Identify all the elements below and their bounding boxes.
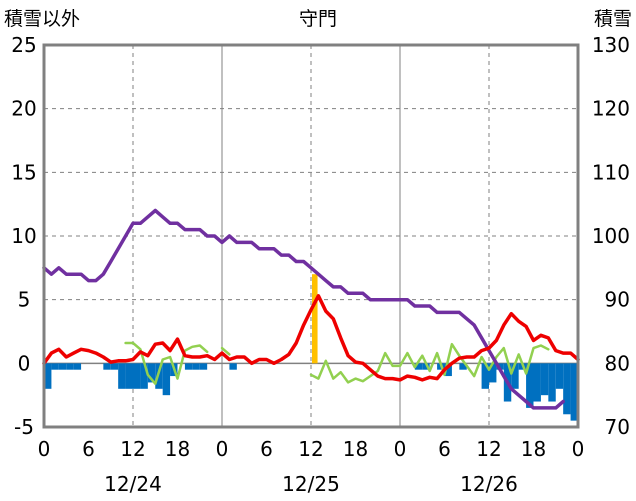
x-tick-label: 0 <box>394 437 407 461</box>
x-tick-label: 18 <box>343 437 368 461</box>
blue-bar <box>229 363 237 370</box>
blue-bar <box>414 363 423 370</box>
plot-frame <box>42 43 580 429</box>
blue-bar <box>548 363 556 402</box>
blue-bar <box>140 363 148 389</box>
x-tick-label: 6 <box>438 437 451 461</box>
blue-bar <box>110 363 119 370</box>
line-series <box>42 208 580 410</box>
date-label: 12/24 <box>104 472 162 496</box>
blue-bar <box>133 363 141 389</box>
x-tick-label: 12 <box>476 437 501 461</box>
left-tick-label: 0 <box>18 351 31 375</box>
right-tick-label: 130 <box>592 33 630 57</box>
blue-bar <box>58 363 67 370</box>
left-tick-label: 10 <box>11 224 36 248</box>
x-tick-label: 0 <box>572 437 585 461</box>
blue-bar <box>199 363 208 370</box>
green-line <box>124 341 209 385</box>
blue-bar <box>66 363 74 370</box>
x-tick-label: 12 <box>120 437 145 461</box>
blue-bar <box>103 363 111 370</box>
left-tick-label: 25 <box>11 33 36 57</box>
blue-bar <box>563 363 571 415</box>
purple-line <box>42 208 565 410</box>
chart-title: 守門 <box>299 8 337 30</box>
right-axis-title: 積雪 <box>594 8 632 30</box>
blue-bar <box>73 363 82 370</box>
right-tick-label: 90 <box>605 288 630 312</box>
blue-bar <box>422 363 430 370</box>
left-axis-title: 積雪以外 <box>4 8 80 30</box>
right-tick-label: 80 <box>605 351 630 375</box>
blue-bar <box>44 363 52 389</box>
blue-bar <box>51 363 59 370</box>
blue-bar <box>184 363 193 370</box>
left-tick-label: 15 <box>11 160 36 184</box>
blue-bar <box>489 363 497 383</box>
blue-bar <box>540 363 549 396</box>
right-y-ticks: 130 120 110 100 90 80 70 <box>592 33 630 439</box>
blue-bar <box>162 363 171 396</box>
blue-bar <box>533 363 541 402</box>
right-tick-label: 70 <box>605 415 630 439</box>
right-tick-label: 120 <box>592 97 630 121</box>
blue-bar <box>511 363 519 389</box>
x-tick-label: 6 <box>260 437 273 461</box>
grid-lines <box>44 45 578 427</box>
right-tick-label: 110 <box>592 160 630 184</box>
x-tick-label: 18 <box>165 437 190 461</box>
x-tick-label: 0 <box>216 437 229 461</box>
x-tick-label: 0 <box>38 437 51 461</box>
blue-bar <box>192 363 200 370</box>
blue-bar <box>555 363 564 389</box>
blue-bar <box>570 363 578 421</box>
blue-bar <box>459 363 467 370</box>
green-line <box>220 346 231 356</box>
blue-bar <box>481 363 489 389</box>
blue-bar <box>125 363 133 389</box>
blue-bar <box>526 363 534 408</box>
blue-bar <box>155 363 163 389</box>
right-tick-label: 100 <box>592 224 630 248</box>
green-line <box>309 342 550 384</box>
x-tick-label: 18 <box>521 437 546 461</box>
left-tick-label: -5 <box>14 415 34 439</box>
date-label: 12/26 <box>460 472 518 496</box>
left-tick-label: 20 <box>11 97 36 121</box>
orange-bar <box>312 274 318 364</box>
blue-bar <box>118 363 126 389</box>
left-y-ticks: 25 20 15 10 5 0 -5 <box>11 33 36 439</box>
x-ticks: 0 6 12 18 0 6 12 18 0 6 12 18 0 <box>38 437 585 461</box>
blue-bar <box>147 363 156 383</box>
blue-bar <box>444 363 452 377</box>
date-labels: 12/24 12/25 12/26 <box>104 472 518 496</box>
red-line <box>42 294 580 382</box>
x-tick-label: 6 <box>82 437 95 461</box>
left-tick-label: 5 <box>18 288 31 312</box>
date-label: 12/25 <box>282 472 340 496</box>
x-tick-label: 12 <box>298 437 323 461</box>
